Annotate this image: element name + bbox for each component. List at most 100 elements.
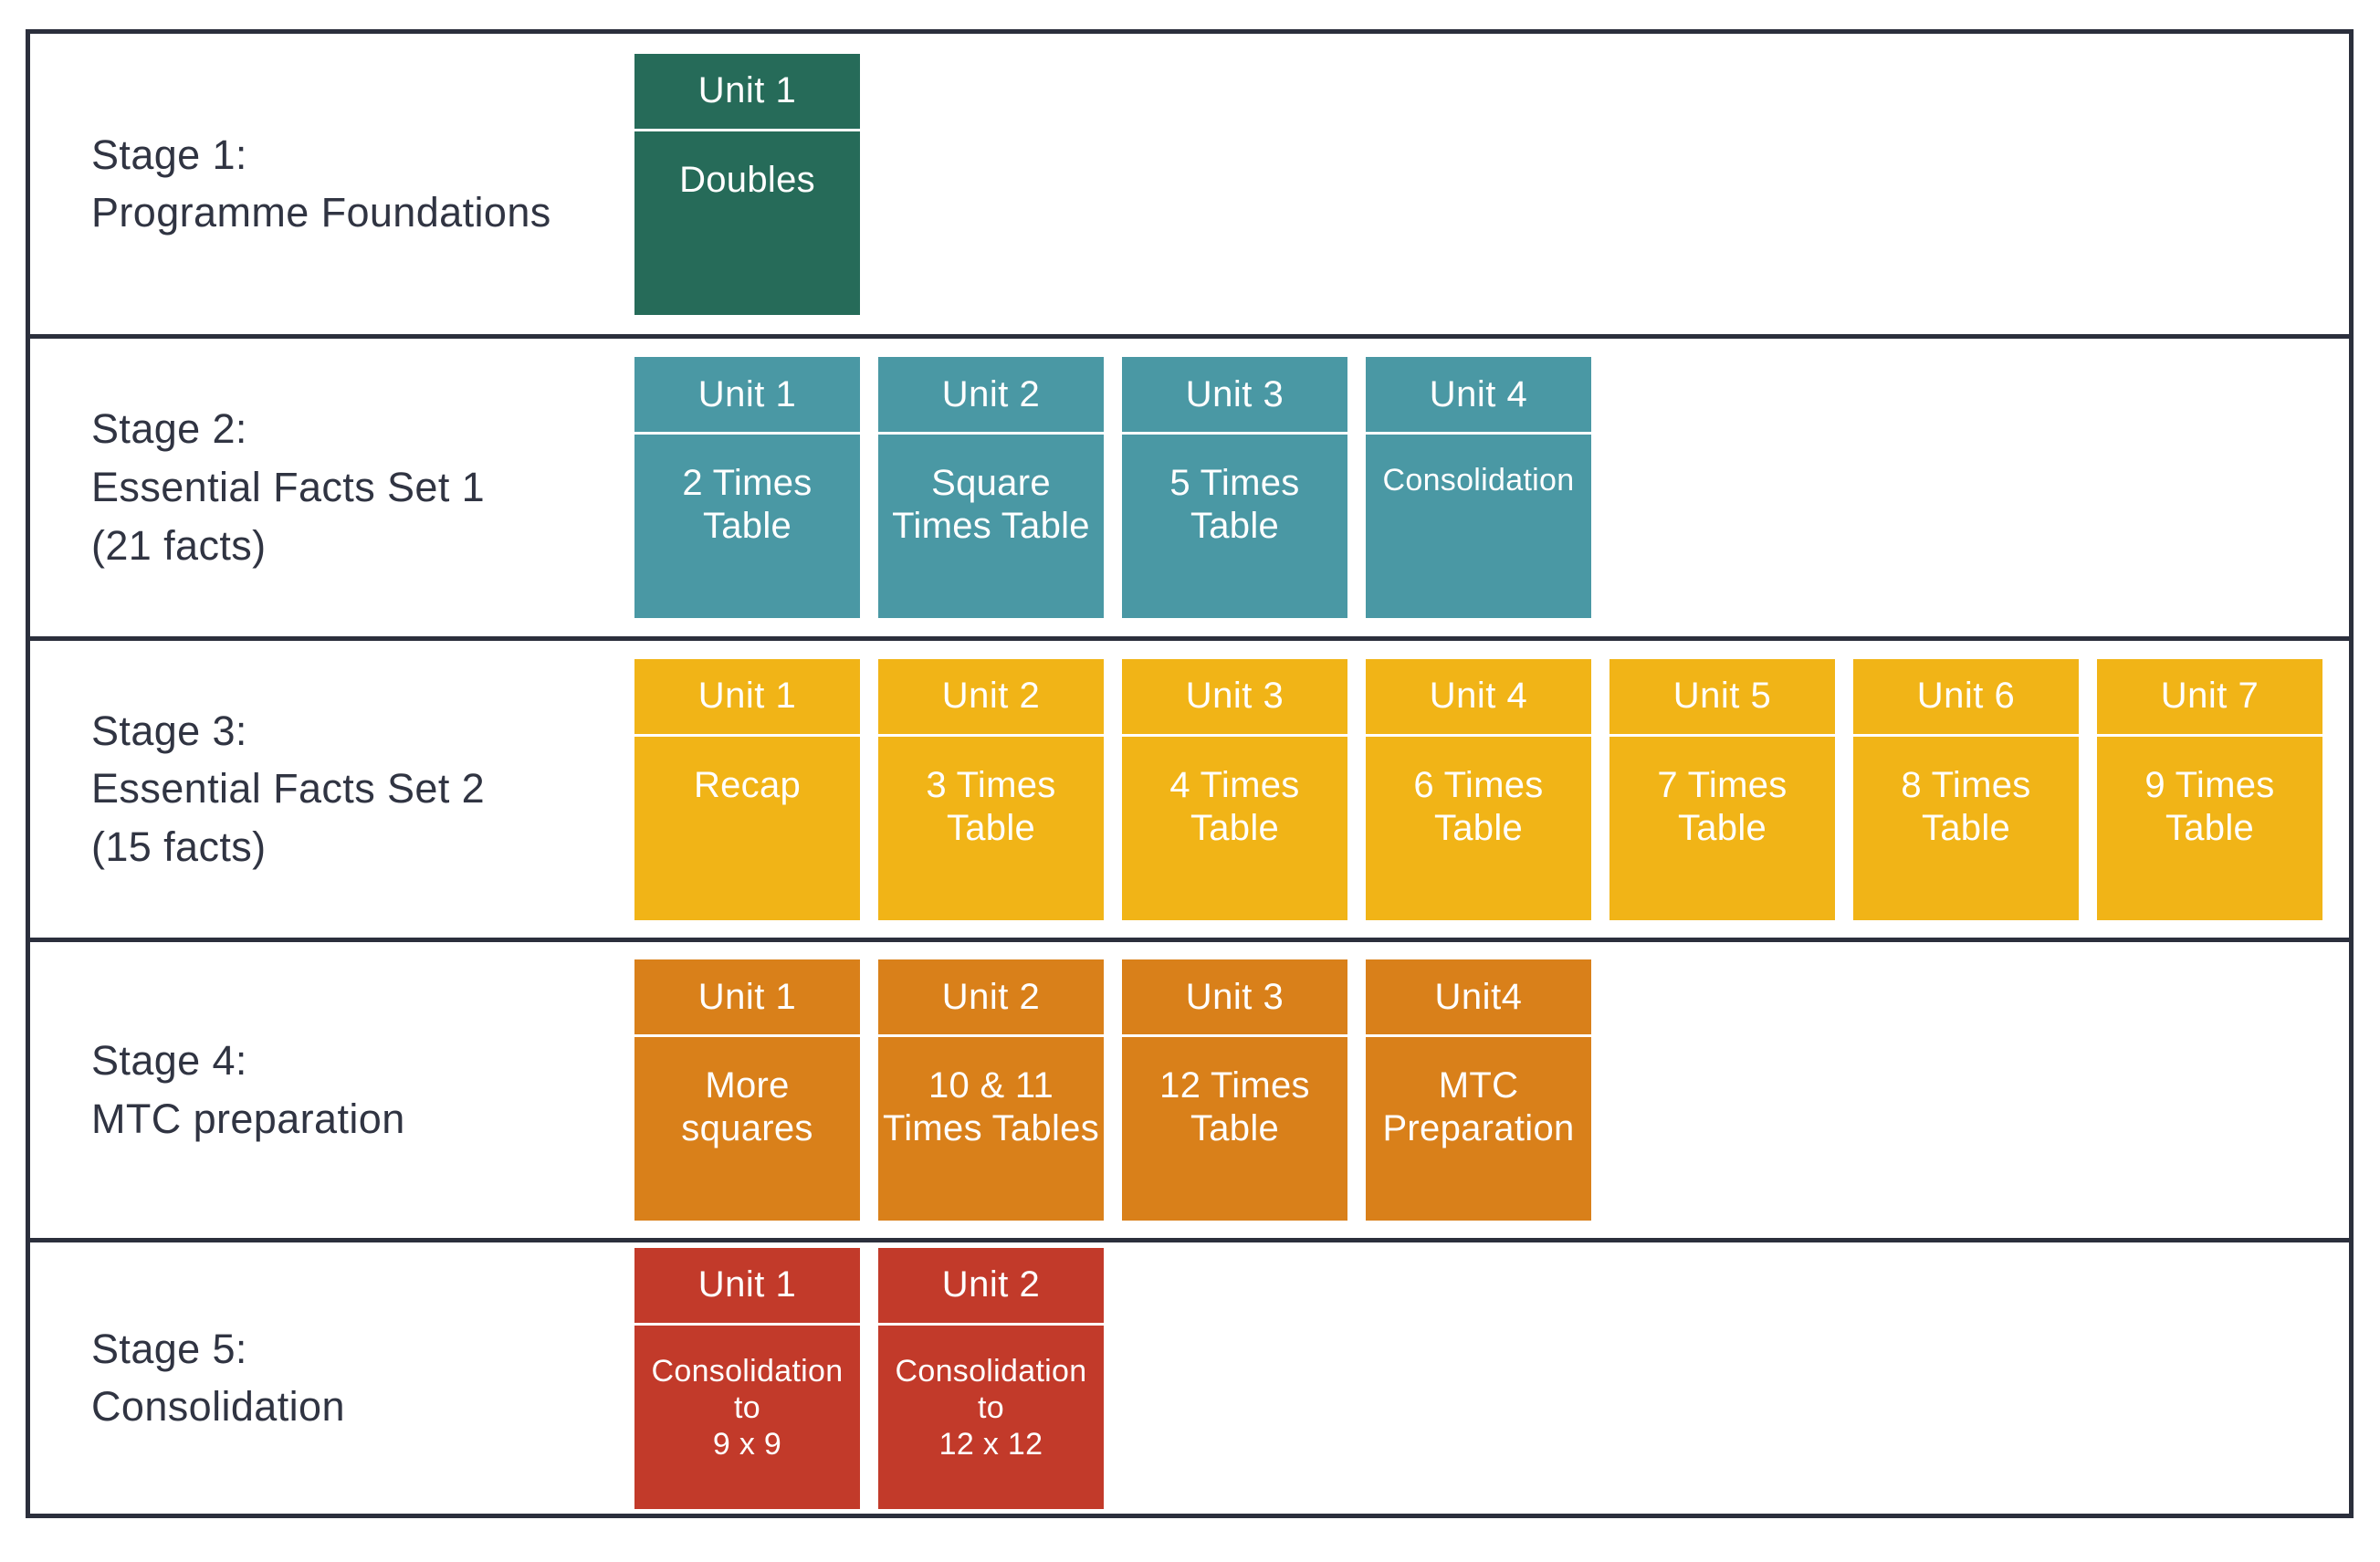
stage-1-label: Stage 1: Programme Foundations: [91, 126, 551, 243]
card-divider: [1609, 733, 1835, 737]
stage-label-line: Stage 3:: [91, 707, 247, 754]
unit-card: Unit 3 4 Times Table: [1122, 658, 1347, 920]
unit-card: Unit 6 8 Times Table: [1853, 658, 2079, 920]
stage-label-line: Programme Foundations: [91, 189, 551, 236]
card-divider: [634, 1034, 860, 1037]
diagram-frame: Stage 1: Programme Foundations Unit 1 Do…: [26, 29, 2354, 1518]
unit-card: Unit 4 6 Times Table: [1366, 658, 1591, 920]
unit-card-header: Unit 1: [697, 373, 797, 414]
card-divider: [1122, 1034, 1347, 1037]
stage-2-cards: Unit 1 2 Times Table Unit 2 Square Times…: [634, 357, 1591, 618]
stage-3-cards: Unit 1 Recap Unit 2 3 Times Table Unit 3…: [634, 658, 2322, 920]
unit-card: Unit 2 3 Times Table: [878, 658, 1104, 920]
card-divider: [1122, 733, 1347, 737]
card-divider: [2097, 733, 2322, 737]
card-divider: [878, 733, 1104, 737]
unit-card-header: Unit 4: [1429, 373, 1528, 414]
unit-card-body: 2 Times Table: [682, 463, 813, 547]
unit-card: Unit 5 7 Times Table: [1609, 658, 1835, 920]
stage-row-4: Stage 4: MTC preparation Unit 1 More squ…: [30, 938, 2349, 1238]
unit-card: Unit 4 Consolidation: [1366, 357, 1591, 618]
unit-card-header: Unit 1: [697, 70, 797, 110]
unit-card: Unit 1 Consolidation to 9 x 9: [634, 1247, 860, 1509]
card-divider: [878, 1322, 1104, 1326]
unit-card-header: Unit 3: [1185, 373, 1284, 414]
card-divider: [878, 432, 1104, 435]
unit-card-header: Unit 3: [1185, 676, 1284, 716]
unit-card-body: 3 Times Table: [926, 764, 1056, 848]
stage-4-label: Stage 4: MTC preparation: [91, 1032, 405, 1148]
stage-1-cards: Unit 1 Doubles: [634, 53, 860, 315]
unit-card-header: Unit 2: [941, 1264, 1041, 1305]
stage-3-label: Stage 3: Essential Facts Set 2 (15 facts…: [91, 702, 485, 877]
unit-card-body: 5 Times Table: [1169, 463, 1300, 547]
unit-card-body: 8 Times Table: [1901, 764, 2031, 848]
card-divider: [1366, 432, 1591, 435]
unit-card-body: Square Times Table: [892, 463, 1090, 547]
unit-card-body: 12 Times Table: [1159, 1065, 1310, 1149]
unit-card-header: Unit 7: [2160, 676, 2259, 716]
stage-label-line: Essential Facts Set 2: [91, 765, 486, 812]
unit-card-body: Consolidation: [1382, 463, 1575, 498]
stage-label-line: (21 facts): [91, 521, 267, 569]
stage-row-5: Stage 5: Consolidation Unit 1 Consolidat…: [30, 1238, 2349, 1514]
card-divider: [1366, 733, 1591, 737]
unit-card-header: Unit 2: [941, 976, 1041, 1017]
stage-label-line: Stage 2:: [91, 405, 247, 453]
unit-card-header: Unit4: [1434, 976, 1523, 1017]
unit-card: Unit 1 Doubles: [634, 53, 860, 315]
unit-card: Unit 2 Square Times Table: [878, 357, 1104, 618]
unit-card-body: More squares: [681, 1065, 813, 1149]
unit-card: Unit 1 More squares: [634, 959, 860, 1221]
unit-card-body: 6 Times Table: [1413, 764, 1544, 848]
card-divider: [634, 733, 860, 737]
stage-label-line: Essential Facts Set 1: [91, 464, 486, 511]
stage-row-1: Stage 1: Programme Foundations Unit 1 Do…: [30, 34, 2349, 334]
card-divider: [1122, 432, 1347, 435]
unit-card-body: Consolidation to 12 x 12: [895, 1353, 1087, 1462]
unit-card-body: MTC Preparation: [1382, 1065, 1575, 1149]
unit-card-header: Unit 1: [697, 976, 797, 1017]
unit-card: Unit4 MTC Preparation: [1366, 959, 1591, 1221]
card-divider: [878, 1034, 1104, 1037]
unit-card: Unit 3 5 Times Table: [1122, 357, 1347, 618]
stage-label-line: MTC preparation: [91, 1095, 405, 1142]
card-divider: [1366, 1034, 1591, 1037]
unit-card-body: 10 & 11 Times Tables: [882, 1065, 1100, 1149]
unit-card-header: Unit 6: [1916, 676, 2016, 716]
unit-card-body: 4 Times Table: [1169, 764, 1300, 848]
stage-4-cards: Unit 1 More squares Unit 2 10 & 11 Times…: [634, 959, 1591, 1221]
unit-card-body: Recap: [693, 764, 802, 805]
stage-row-3: Stage 3: Essential Facts Set 2 (15 facts…: [30, 636, 2349, 938]
unit-card: Unit 1 2 Times Table: [634, 357, 860, 618]
stage-label-line: Stage 4:: [91, 1037, 247, 1085]
unit-card-body: Doubles: [679, 159, 815, 200]
card-divider: [634, 432, 860, 435]
card-divider: [1853, 733, 2079, 737]
stage-label-line: Stage 1:: [91, 131, 247, 178]
unit-card-header: Unit 3: [1185, 976, 1284, 1017]
unit-card-header: Unit 2: [941, 676, 1041, 716]
stage-5-cards: Unit 1 Consolidation to 9 x 9 Unit 2 Con…: [634, 1247, 1104, 1509]
unit-card: Unit 7 9 Times Table: [2097, 658, 2322, 920]
unit-card-body: 7 Times Table: [1657, 764, 1788, 848]
card-divider: [634, 128, 860, 131]
stage-label-line: Consolidation: [91, 1383, 345, 1431]
stage-label-line: (15 facts): [91, 823, 267, 871]
unit-card-body: 9 Times Table: [2144, 764, 2275, 848]
stage-5-label: Stage 5: Consolidation: [91, 1320, 345, 1437]
stage-row-2: Stage 2: Essential Facts Set 1 (21 facts…: [30, 334, 2349, 636]
unit-card: Unit 3 12 Times Table: [1122, 959, 1347, 1221]
unit-card-body: Consolidation to 9 x 9: [651, 1353, 844, 1462]
unit-card-header: Unit 5: [1672, 676, 1772, 716]
unit-card: Unit 2 10 & 11 Times Tables: [878, 959, 1104, 1221]
unit-card-header: Unit 4: [1429, 676, 1528, 716]
stage-2-label: Stage 2: Essential Facts Set 1 (21 facts…: [91, 400, 485, 575]
card-divider: [634, 1322, 860, 1326]
stage-label-line: Stage 5:: [91, 1325, 247, 1372]
unit-card-header: Unit 1: [697, 1264, 797, 1305]
unit-card-header: Unit 1: [697, 676, 797, 716]
unit-card-header: Unit 2: [941, 373, 1041, 414]
unit-card: Unit 2 Consolidation to 12 x 12: [878, 1247, 1104, 1509]
